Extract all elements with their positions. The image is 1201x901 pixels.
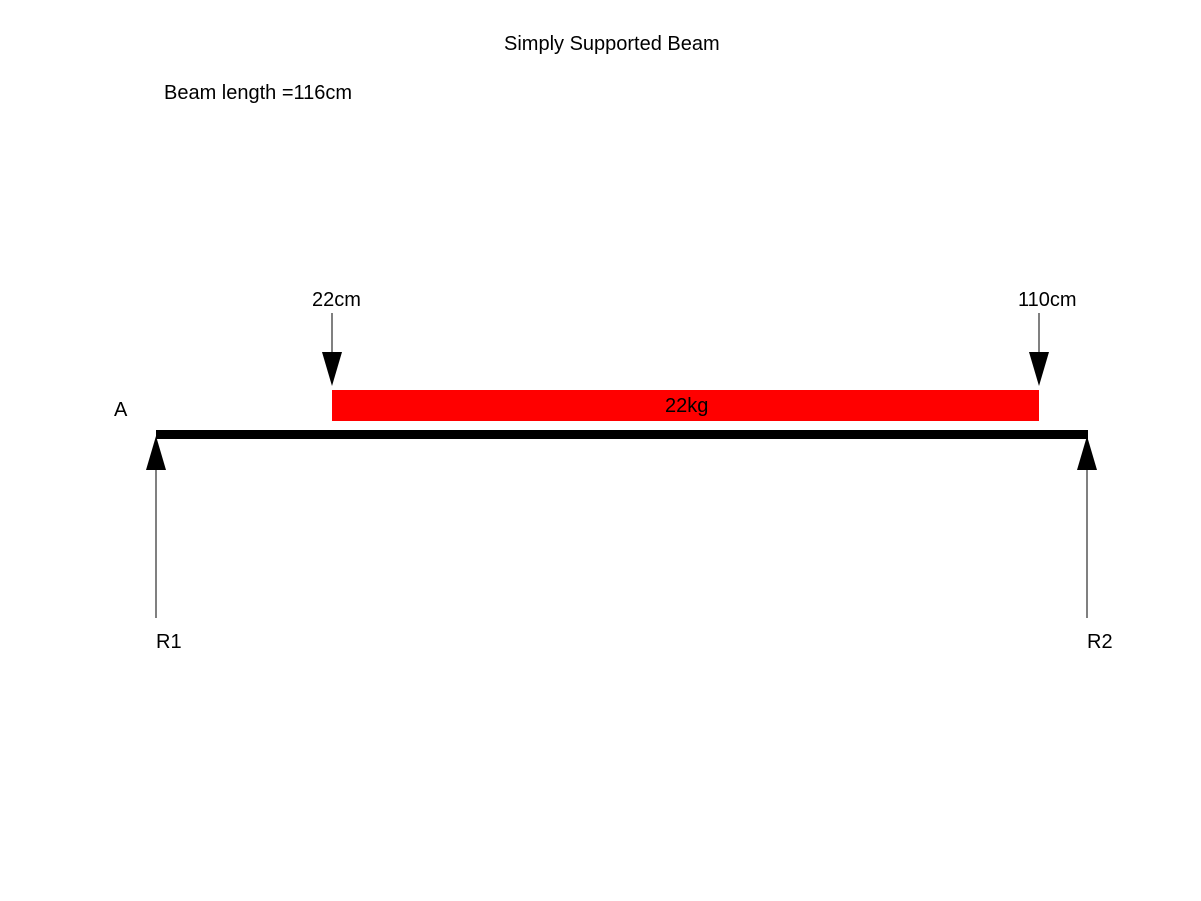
beam-length-label: Beam length =116cm [164,82,353,104]
reaction-r1-label: R1 [156,631,182,653]
load-start-arrow [322,313,342,386]
load-magnitude-label: 22kg [665,395,709,417]
diagram-title: Simply Supported Beam [504,33,720,55]
beam [156,430,1088,439]
load-start-position-label: 22cm [312,289,361,311]
distributed-load-block [332,390,1039,421]
reaction-r1-arrow [146,436,166,618]
reaction-r2-arrow [1077,436,1097,618]
load-end-position-label: 110cm [1018,289,1077,311]
load-end-arrow [1029,313,1049,386]
point-a-label: A [114,399,128,421]
reaction-r2-label: R2 [1087,631,1113,653]
